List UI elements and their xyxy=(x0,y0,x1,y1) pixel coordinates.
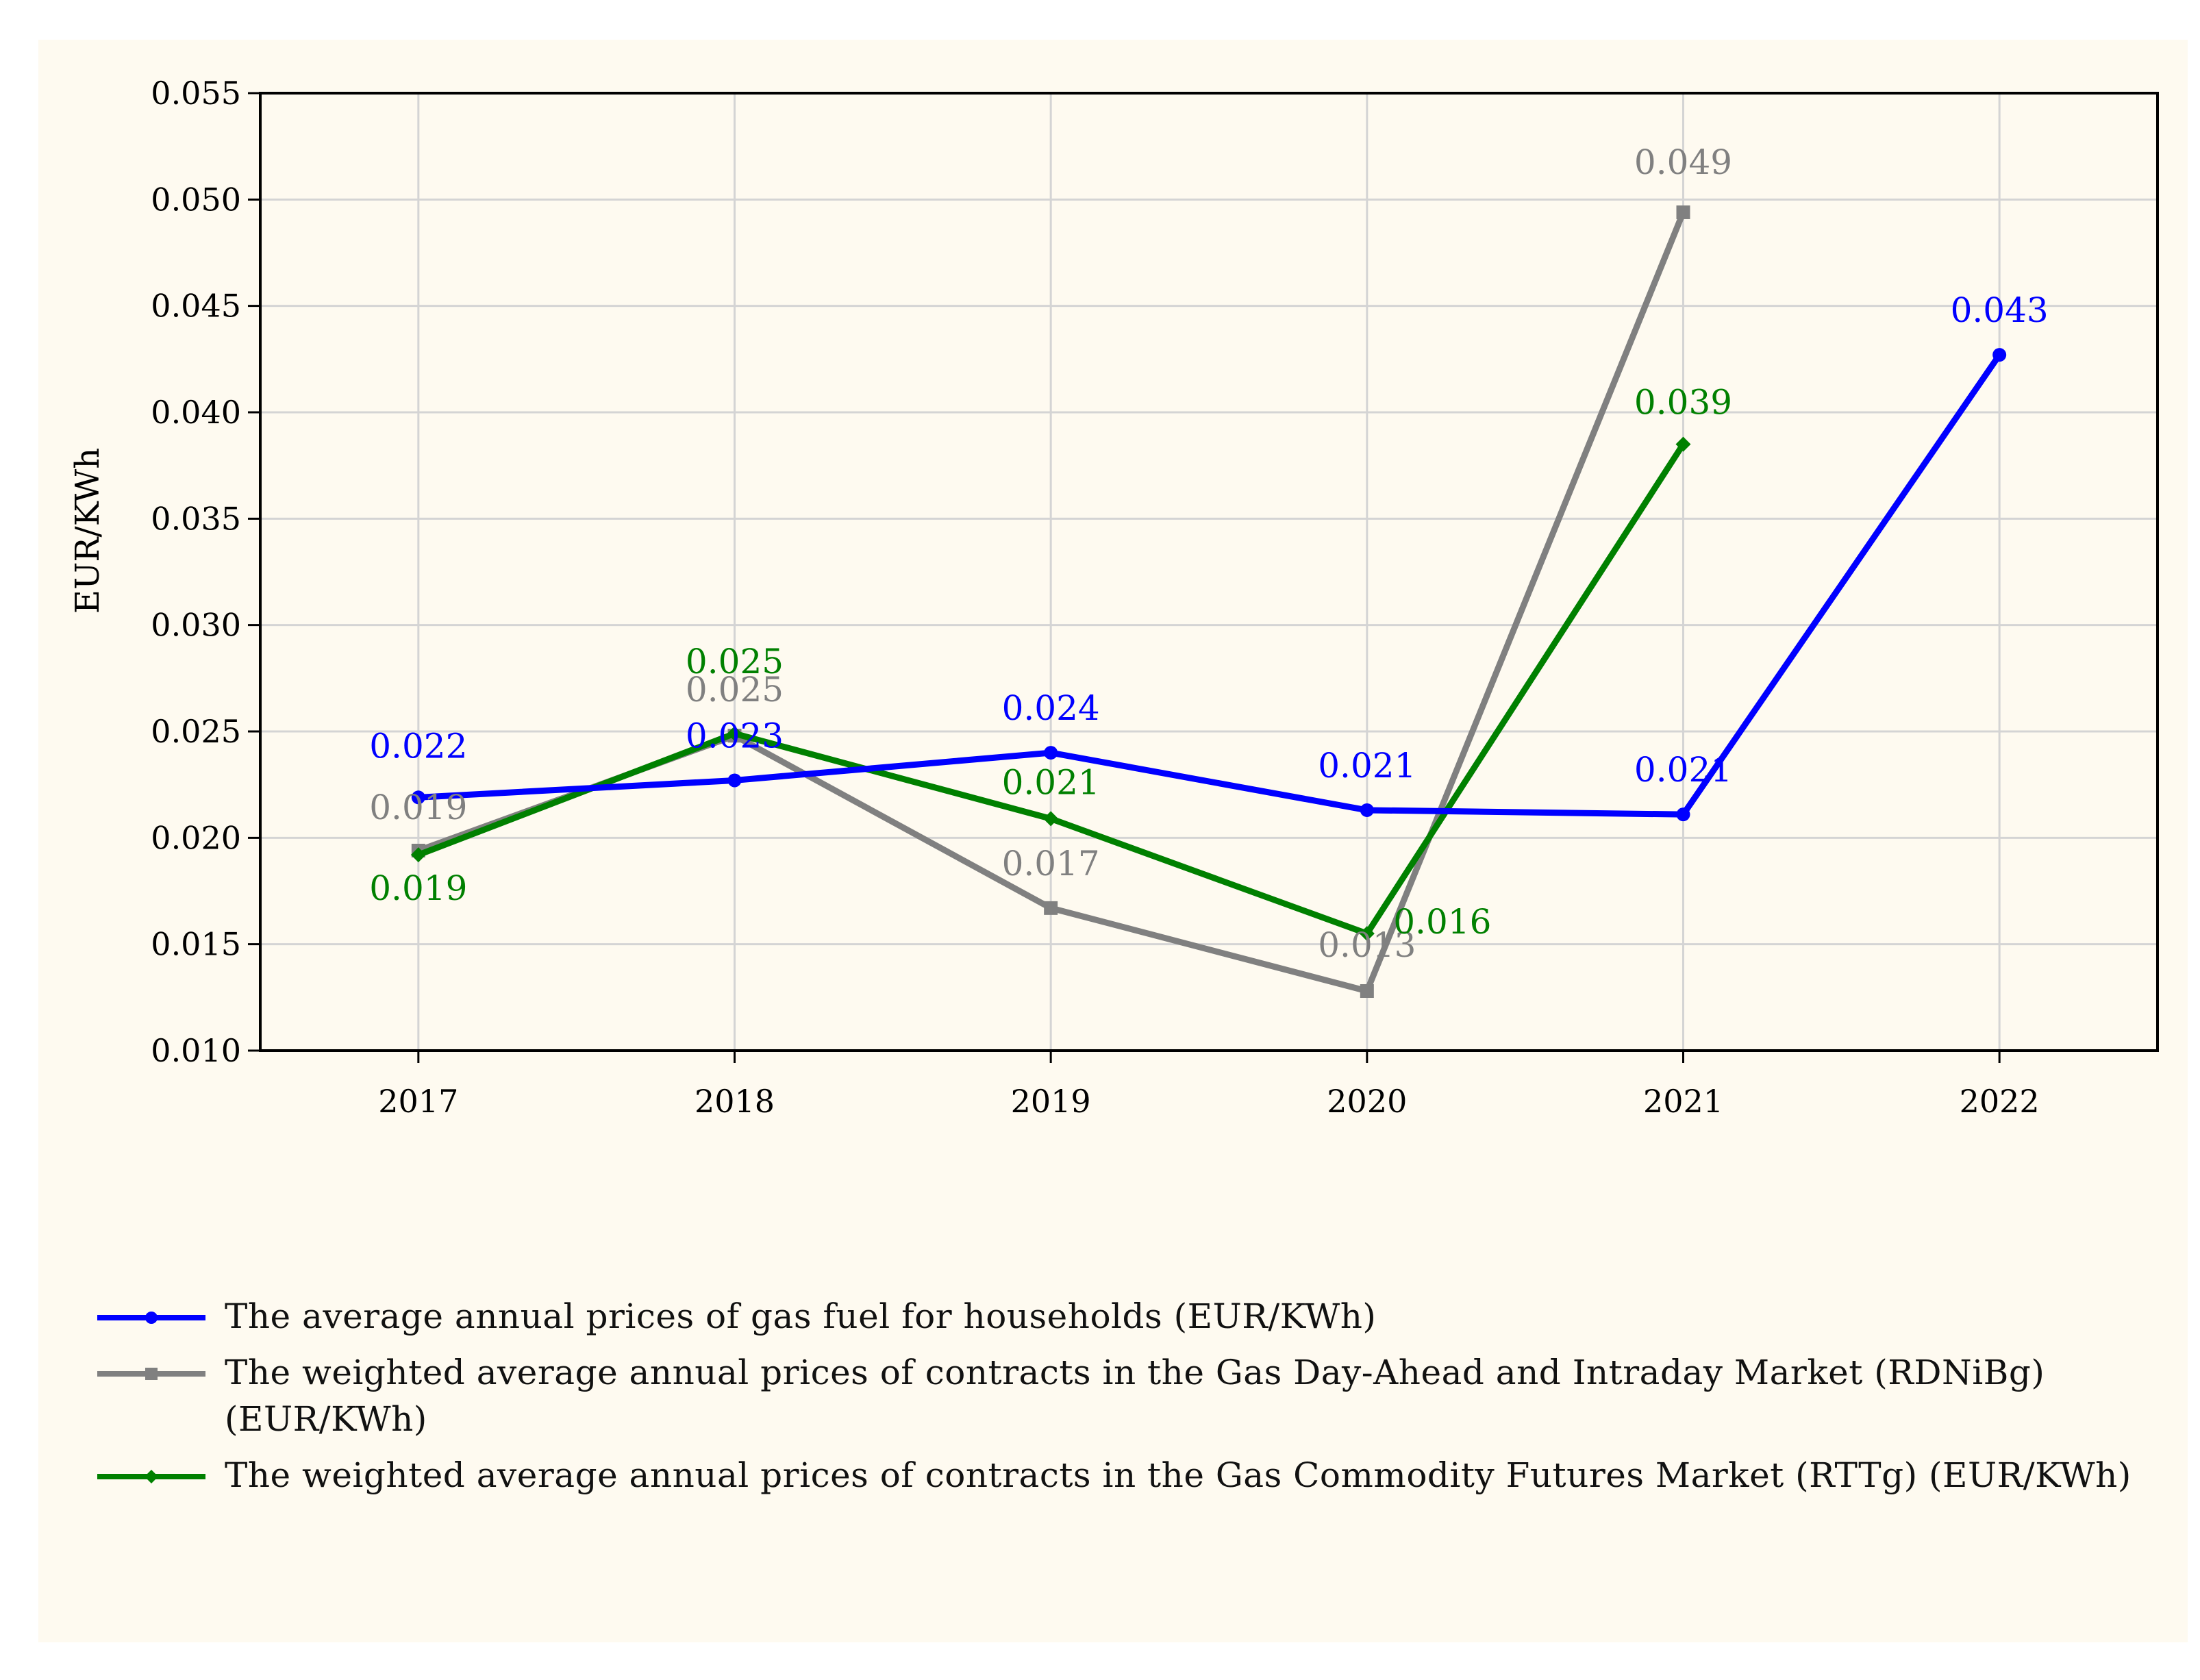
data-point xyxy=(727,773,742,788)
legend-point xyxy=(145,1470,158,1483)
data-label: 0.019 xyxy=(369,868,467,908)
y-tick-label: 0.020 xyxy=(151,819,241,856)
data-point xyxy=(1359,926,1375,942)
series-group xyxy=(410,205,2007,999)
y-tick-label: 0.025 xyxy=(151,713,241,750)
legend-swatch xyxy=(93,1293,210,1331)
chart-panel: 0.010 0.015 0.020 0.025 0.030 0.035 0.040 0.045… xyxy=(38,40,2188,1642)
legend-marker xyxy=(97,1470,205,1483)
legend-label: The average annual prices of gas fuel fo… xyxy=(225,1296,1377,1336)
series-line-1 xyxy=(418,353,2002,818)
data-labels: 0.022 0.023 0.024 0.021 0.021 0.043 0.019 0.025… xyxy=(369,142,2048,965)
y-tick-label: 0.015 xyxy=(151,926,241,963)
data-label: 0.025 xyxy=(686,642,784,681)
data-label: 0.021 xyxy=(1002,762,1100,802)
plot-frame xyxy=(259,92,2159,1052)
data-point xyxy=(1360,803,1374,817)
data-label: 0.049 xyxy=(1634,142,1732,182)
y-axis-label: EUR/KWh xyxy=(68,448,107,614)
legend-label: The weighted average annual prices of co… xyxy=(225,1353,2045,1439)
legend-swatch xyxy=(93,1452,210,1490)
legend-point xyxy=(145,1312,158,1324)
x-tick-label: 2021 xyxy=(1643,1083,1723,1120)
y-tick-label: 0.050 xyxy=(151,181,241,218)
x-axis: 2017 2018 2019 2020 2021 2022 xyxy=(378,1051,2040,1120)
data-point xyxy=(1992,348,2007,362)
data-point xyxy=(1043,811,1059,827)
x-tick-label: 2017 xyxy=(378,1083,458,1120)
data-label: 0.021 xyxy=(1318,746,1416,786)
y-tick-label: 0.040 xyxy=(151,394,241,431)
data-label: 0.016 xyxy=(1393,902,1491,942)
data-label: 0.023 xyxy=(686,716,784,755)
data-label: 0.025 xyxy=(686,670,784,710)
y-axis: 0.010 0.015 0.020 0.025 0.030 0.035 0.040 0.045… xyxy=(151,75,260,1069)
data-point xyxy=(410,847,426,863)
data-point xyxy=(1675,436,1691,452)
line-chart: 0.010 0.015 0.020 0.025 0.030 0.035 0.040 0.045… xyxy=(68,75,2159,1120)
data-label: 0.019 xyxy=(369,788,467,827)
data-point xyxy=(411,790,425,805)
legend-point xyxy=(145,1368,158,1380)
legend-label: The weighted average annual prices of co… xyxy=(225,1455,2132,1495)
data-label: 0.039 xyxy=(1634,383,1732,423)
legend-marker xyxy=(97,1312,205,1324)
y-tick-label: 0.055 xyxy=(151,75,241,112)
legend: The average annual prices of gas fuel fo… xyxy=(93,1293,2148,1508)
data-label: 0.043 xyxy=(1951,290,2049,330)
data-point xyxy=(1044,901,1058,915)
y-tick-label: 0.035 xyxy=(151,500,241,537)
x-tick-label: 2020 xyxy=(1327,1083,1407,1120)
legend-item: The weighted average annual prices of co… xyxy=(93,1452,2148,1499)
grid xyxy=(260,92,2158,1052)
data-label: 0.024 xyxy=(1002,688,1100,728)
y-tick-label: 0.045 xyxy=(151,288,241,325)
legend-item: The weighted average annual prices of co… xyxy=(93,1349,2148,1442)
y-tick-label: 0.010 xyxy=(151,1032,241,1069)
data-label: 0.013 xyxy=(1318,925,1416,965)
data-label: 0.022 xyxy=(369,726,467,766)
legend-swatch xyxy=(93,1349,210,1388)
data-point xyxy=(727,726,742,742)
x-tick-label: 2019 xyxy=(1011,1083,1091,1120)
legend-item: The average annual prices of gas fuel fo… xyxy=(93,1293,2148,1340)
data-point xyxy=(1044,746,1058,760)
data-point xyxy=(1676,807,1690,822)
data-point xyxy=(1360,984,1374,999)
x-tick-label: 2022 xyxy=(1960,1083,2040,1120)
data-label: 0.021 xyxy=(1634,750,1732,790)
y-tick-label: 0.030 xyxy=(151,607,241,644)
legend-marker xyxy=(97,1368,205,1380)
data-label: 0.017 xyxy=(1002,844,1100,883)
data-point xyxy=(1676,205,1690,219)
x-tick-label: 2018 xyxy=(695,1083,775,1120)
